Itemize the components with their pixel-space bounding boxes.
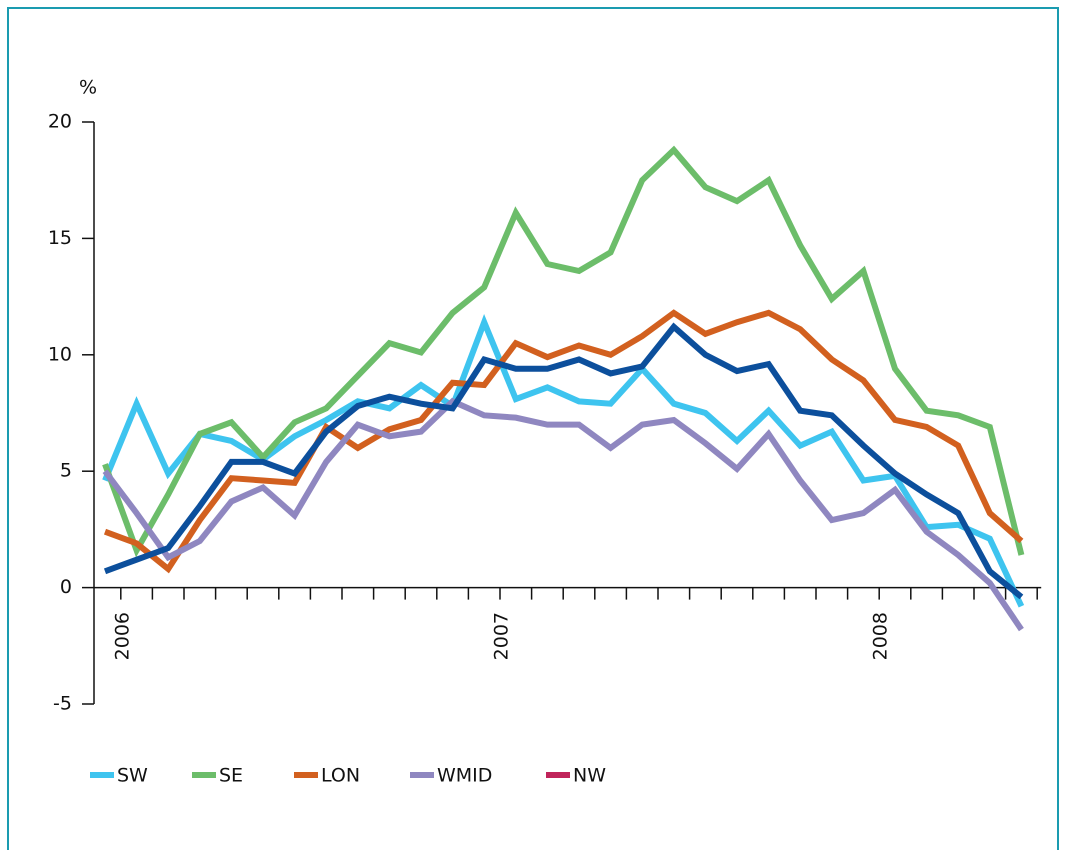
- series-line: [103, 309, 1024, 574]
- y-tick-label: 20: [48, 111, 72, 133]
- legend-label: SE: [219, 765, 243, 787]
- series-line: [102, 145, 1025, 558]
- y-tick-label: 15: [48, 227, 72, 249]
- legend-label: WMID: [437, 765, 492, 787]
- series-line: [102, 314, 1025, 608]
- legend-label: NW: [573, 765, 606, 787]
- y-tick-label: 0: [60, 576, 72, 598]
- y-tick-label: 10: [48, 343, 72, 365]
- y-tick-label: -5: [53, 693, 72, 715]
- y-tick-label: 5: [60, 460, 72, 482]
- legend-label: SW: [117, 765, 148, 787]
- series-line: [102, 397, 1024, 632]
- x-tick-label: 2006: [111, 612, 133, 660]
- series-line: [103, 322, 1024, 600]
- x-tick-label: 2008: [870, 612, 892, 660]
- legend-label: LON: [321, 765, 360, 787]
- y-axis-label: %: [79, 77, 97, 99]
- frame: [7, 7, 1059, 854]
- x-tick-label: 2007: [491, 612, 513, 660]
